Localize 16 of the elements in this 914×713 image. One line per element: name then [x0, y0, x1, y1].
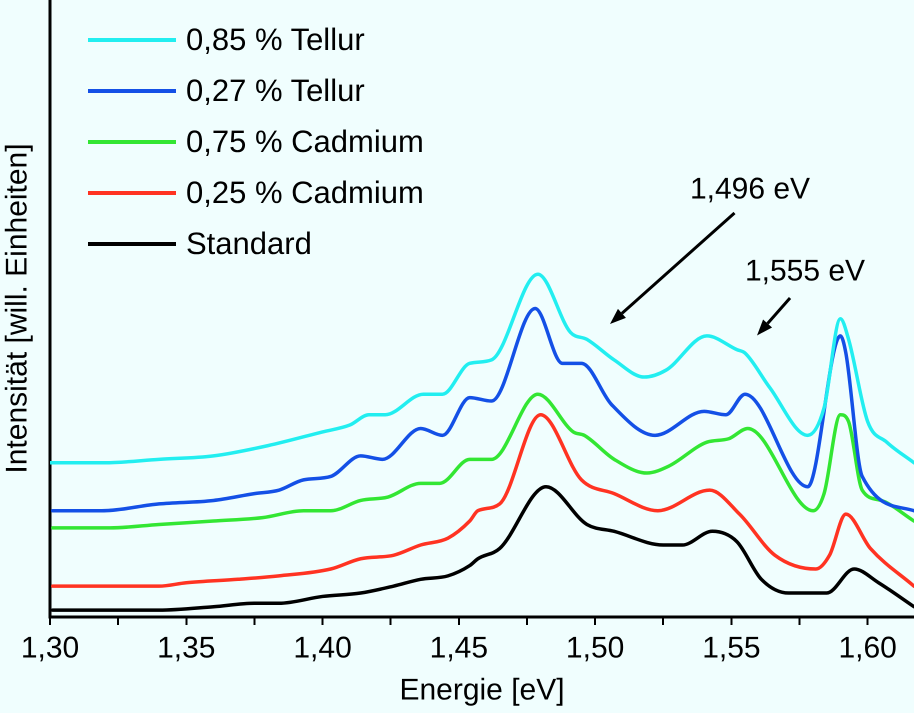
legend-label: Standard	[186, 226, 312, 262]
x-tick-label: 1,35	[157, 631, 216, 664]
x-axis-title: Energie [eV]	[399, 673, 565, 706]
x-tick-label: 1,40	[293, 631, 352, 664]
legend-label: 0,27 % Tellur	[186, 72, 365, 108]
x-tick-label: 1,55	[702, 631, 761, 664]
legend-label: 0,75 % Cadmium	[186, 124, 424, 160]
y-axis-title: Intensität [will. Einheiten]	[0, 143, 34, 474]
legend-label: 0,85 % Tellur	[186, 22, 365, 58]
x-tick-label: 1,50	[566, 631, 624, 664]
x-tick-label: 1,45	[430, 631, 488, 664]
text: 1,496 eV	[690, 172, 810, 206]
legend-label: 0,25 % Cadmium	[186, 174, 424, 210]
x-tick-label: 1,60	[838, 631, 897, 664]
x-tick-label: 1,30	[20, 631, 80, 664]
annotation: 1,555 eV	[744, 254, 866, 288]
